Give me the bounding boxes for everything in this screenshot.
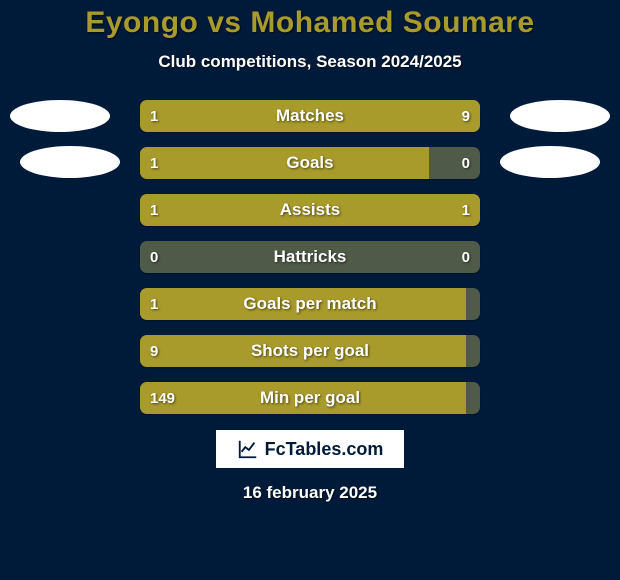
stat-value-right: 0 xyxy=(462,147,470,179)
player-left-shape-1 xyxy=(10,100,110,132)
watermark-text: FcTables.com xyxy=(265,439,384,460)
subtitle: Club competitions, Season 2024/2025 xyxy=(0,52,620,72)
stat-label: Matches xyxy=(140,100,480,132)
stat-row: Goals1 0 xyxy=(140,147,480,179)
watermark: FcTables.com xyxy=(215,429,405,469)
stat-value-left: 1 xyxy=(150,194,158,226)
stat-value-right: 0 xyxy=(462,241,470,273)
stat-label: Goals xyxy=(140,147,480,179)
stat-label: Assists xyxy=(140,194,480,226)
stat-value-left: 1 xyxy=(150,147,158,179)
stat-row: Goals per match1 xyxy=(140,288,480,320)
stat-value-right: 9 xyxy=(462,100,470,132)
stat-row: Matches1 9 xyxy=(140,100,480,132)
stat-row: Assists1 1 xyxy=(140,194,480,226)
stat-label: Min per goal xyxy=(140,382,480,414)
watermark-chart-icon xyxy=(237,438,259,460)
player-right-shape-1 xyxy=(510,100,610,132)
player-left-shape-2 xyxy=(20,146,120,178)
stat-label: Hattricks xyxy=(140,241,480,273)
stat-row: Min per goal149 xyxy=(140,382,480,414)
stat-row: Hattricks0 0 xyxy=(140,241,480,273)
stat-row: Shots per goal9 xyxy=(140,335,480,367)
stat-value-left: 1 xyxy=(150,100,158,132)
stat-label: Shots per goal xyxy=(140,335,480,367)
stat-value-right: 1 xyxy=(462,194,470,226)
stat-value-left: 149 xyxy=(150,382,175,414)
player-right-shape-2 xyxy=(500,146,600,178)
stat-label: Goals per match xyxy=(140,288,480,320)
comparison-infographic: Eyongo vs Mohamed Soumare Club competiti… xyxy=(0,0,620,580)
date-label: 16 february 2025 xyxy=(0,483,620,503)
page-title: Eyongo vs Mohamed Soumare xyxy=(0,6,620,40)
stat-value-left: 9 xyxy=(150,335,158,367)
stat-value-left: 0 xyxy=(150,241,158,273)
stat-value-left: 1 xyxy=(150,288,158,320)
chart-area: Matches19Goals10Assists11Hattricks00Goal… xyxy=(0,100,620,414)
bars-container: Matches19Goals10Assists11Hattricks00Goal… xyxy=(140,100,480,414)
